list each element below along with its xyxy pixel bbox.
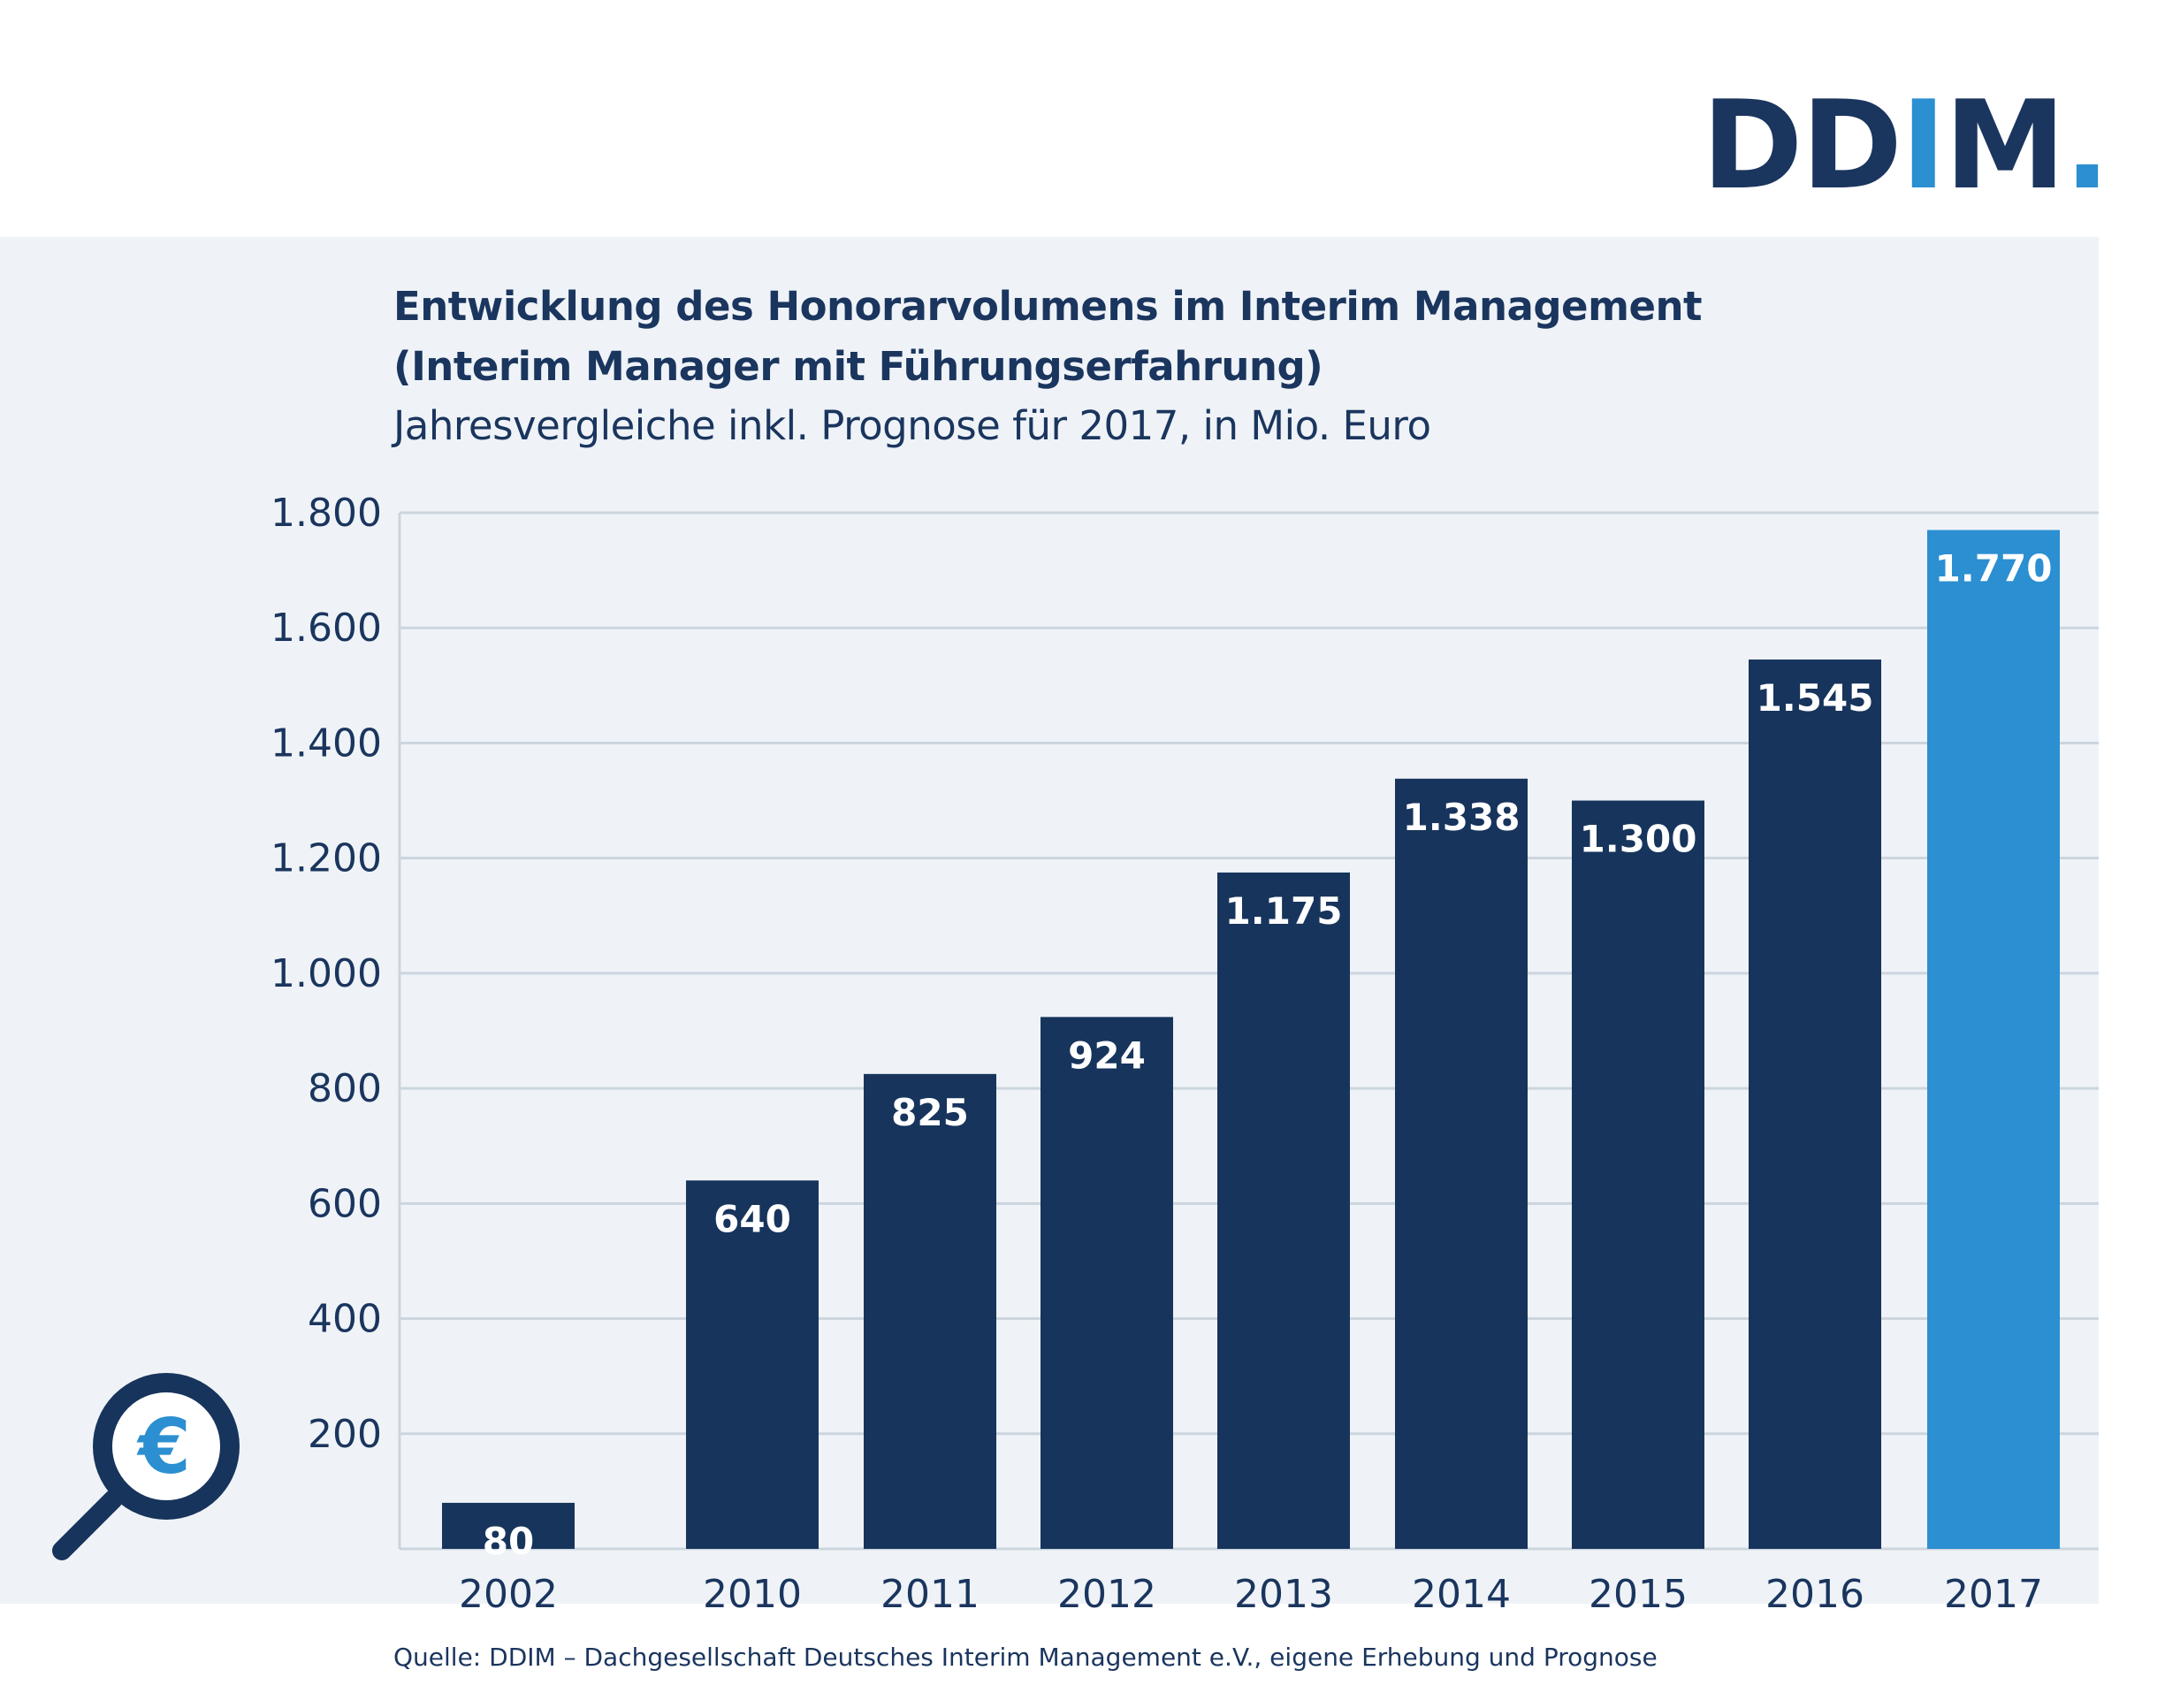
y-tick-label: 600	[308, 1181, 382, 1226]
y-tick-label: 800	[308, 1066, 382, 1111]
bar-value-label: 640	[713, 1197, 791, 1240]
x-tick-label: 2002	[459, 1572, 558, 1617]
magnifier-lens	[93, 1373, 240, 1520]
bar	[686, 1180, 819, 1549]
x-axis-ticks: 2002 2010 2011 2012 2013 2014 2015 2016 2017	[459, 1572, 2043, 1617]
bar	[1927, 530, 2060, 1549]
bar-value-label: 1.770	[1935, 547, 2053, 591]
bar	[1749, 660, 1881, 1549]
bars	[442, 530, 2060, 1549]
bar-value-label: 825	[891, 1091, 969, 1134]
chart-subtitle: Jahresvergleiche inkl. Prognose für 2017…	[393, 402, 1431, 449]
bar-value-label: 924	[1068, 1033, 1146, 1077]
bar-value-label: 80	[483, 1520, 534, 1563]
bar	[442, 1502, 575, 1549]
chart-title: Entwicklung des Honorarvolumens im Inter…	[393, 283, 1703, 330]
bar	[1395, 778, 1528, 1549]
y-axis-ticks: 200 400 600 800 1.000 1.200 1.400 1.600 1.800	[271, 491, 382, 1457]
source-note: Quelle: DDIM – Dachgesellschaft Deutsche…	[393, 1643, 1658, 1672]
x-tick-label: 2016	[1765, 1572, 1864, 1617]
chart-title-line2: (Interim Manager mit Führungserfahrung)	[393, 343, 1323, 390]
bar	[1041, 1017, 1173, 1549]
y-tick-label: 1.600	[271, 606, 382, 651]
logo-prefix: DD	[1702, 74, 1902, 217]
data-labels: 80 640 825 924 1.175 1.338 1.300 1.545 1.770	[483, 547, 2053, 1563]
x-tick-label: 2017	[1944, 1572, 2043, 1617]
x-tick-label: 2013	[1234, 1572, 1333, 1617]
bar	[1217, 872, 1350, 1549]
bar-value-label: 1.300	[1580, 818, 1697, 861]
y-tick-label: 200	[308, 1412, 382, 1457]
x-tick-label: 2015	[1589, 1572, 1688, 1617]
ddim-logo: DDIM.	[1702, 85, 2110, 207]
euro-search-icon: €	[52, 1373, 240, 1560]
euro-symbol: €	[136, 1403, 191, 1491]
bar	[864, 1073, 996, 1549]
y-tick-label: 400	[308, 1297, 382, 1342]
logo-dot: .	[2063, 74, 2110, 217]
magnifier-handle	[52, 1490, 123, 1560]
x-tick-label: 2012	[1057, 1572, 1156, 1617]
x-tick-label: 2014	[1412, 1572, 1511, 1617]
bar-value-label: 1.545	[1757, 676, 1874, 720]
y-tick-label: 1.800	[271, 491, 382, 536]
logo-highlight: I	[1901, 74, 1946, 217]
bar-value-label: 1.175	[1225, 889, 1343, 933]
x-tick-label: 2010	[703, 1572, 802, 1617]
x-tick-label: 2011	[880, 1572, 980, 1617]
y-tick-label: 1.200	[271, 836, 382, 881]
bar	[1572, 800, 1704, 1549]
bar-value-label: 1.338	[1403, 796, 1521, 839]
y-tick-label: 1.400	[271, 721, 382, 766]
y-tick-label: 1.000	[271, 951, 382, 996]
logo-suffix: M	[1944, 74, 2065, 217]
